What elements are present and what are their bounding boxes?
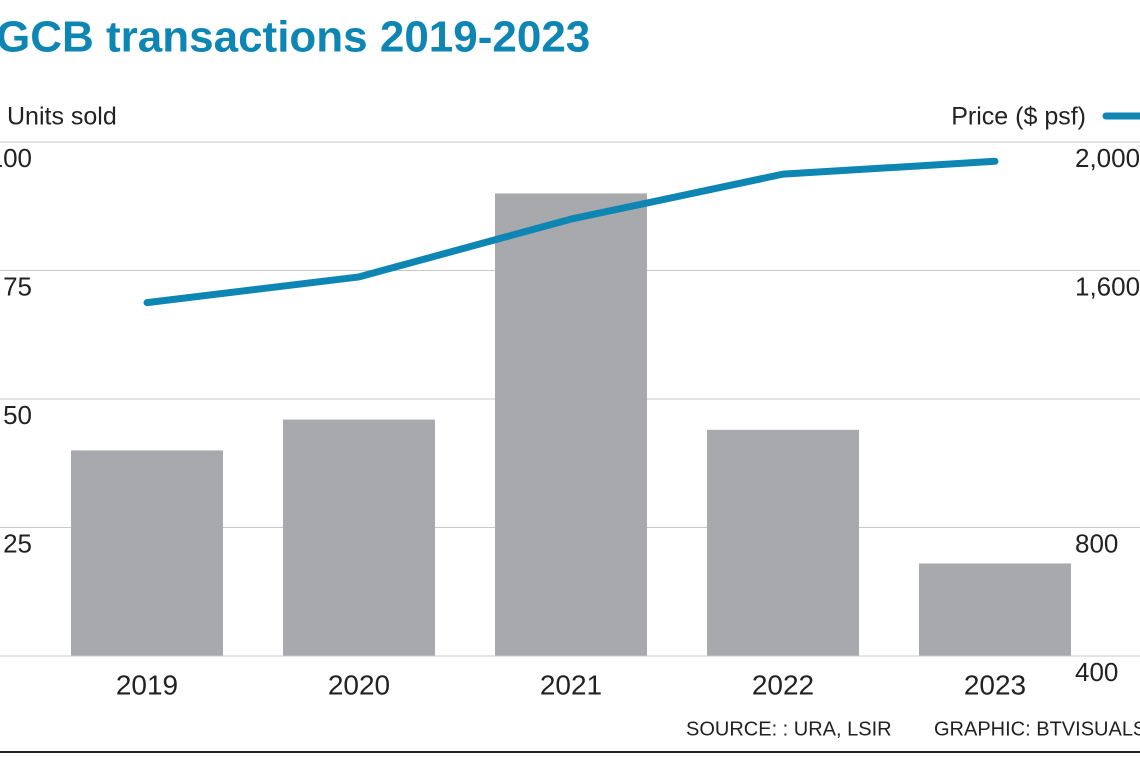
x-tick-label: 2020 — [328, 669, 390, 700]
x-tick-label: 2019 — [116, 669, 178, 700]
source: SOURCE: : URA, LSIR — [686, 718, 892, 740]
bar — [495, 193, 647, 656]
chart-title: GCB transactions 2019-2023 — [0, 13, 590, 62]
y-tick-label: 25 — [3, 528, 32, 558]
y-tick-label: 50 — [3, 400, 32, 430]
y2-tick-label: 2,000 — [1075, 143, 1140, 173]
y2-tick-label: 400 — [1075, 657, 1118, 687]
y2-tick-label: 800 — [1075, 528, 1118, 558]
x-tick-label: 2023 — [964, 669, 1026, 700]
legend-label: Units sold — [7, 103, 117, 131]
x-tick-label: 2022 — [752, 669, 814, 700]
credit: GRAPHIC: BTVISUALS — [934, 718, 1140, 740]
y2-tick-label: 1,600 — [1075, 271, 1140, 301]
bar — [283, 419, 435, 656]
bar — [919, 563, 1071, 656]
bar — [707, 429, 859, 656]
price-line — [143, 157, 999, 307]
y-tick-label: 75 — [3, 271, 32, 301]
legend-label: Price ($ psf) — [951, 103, 1086, 131]
x-tick-label: 2021 — [540, 669, 602, 700]
y-tick-label: 100 — [0, 143, 32, 173]
bar — [71, 450, 223, 656]
